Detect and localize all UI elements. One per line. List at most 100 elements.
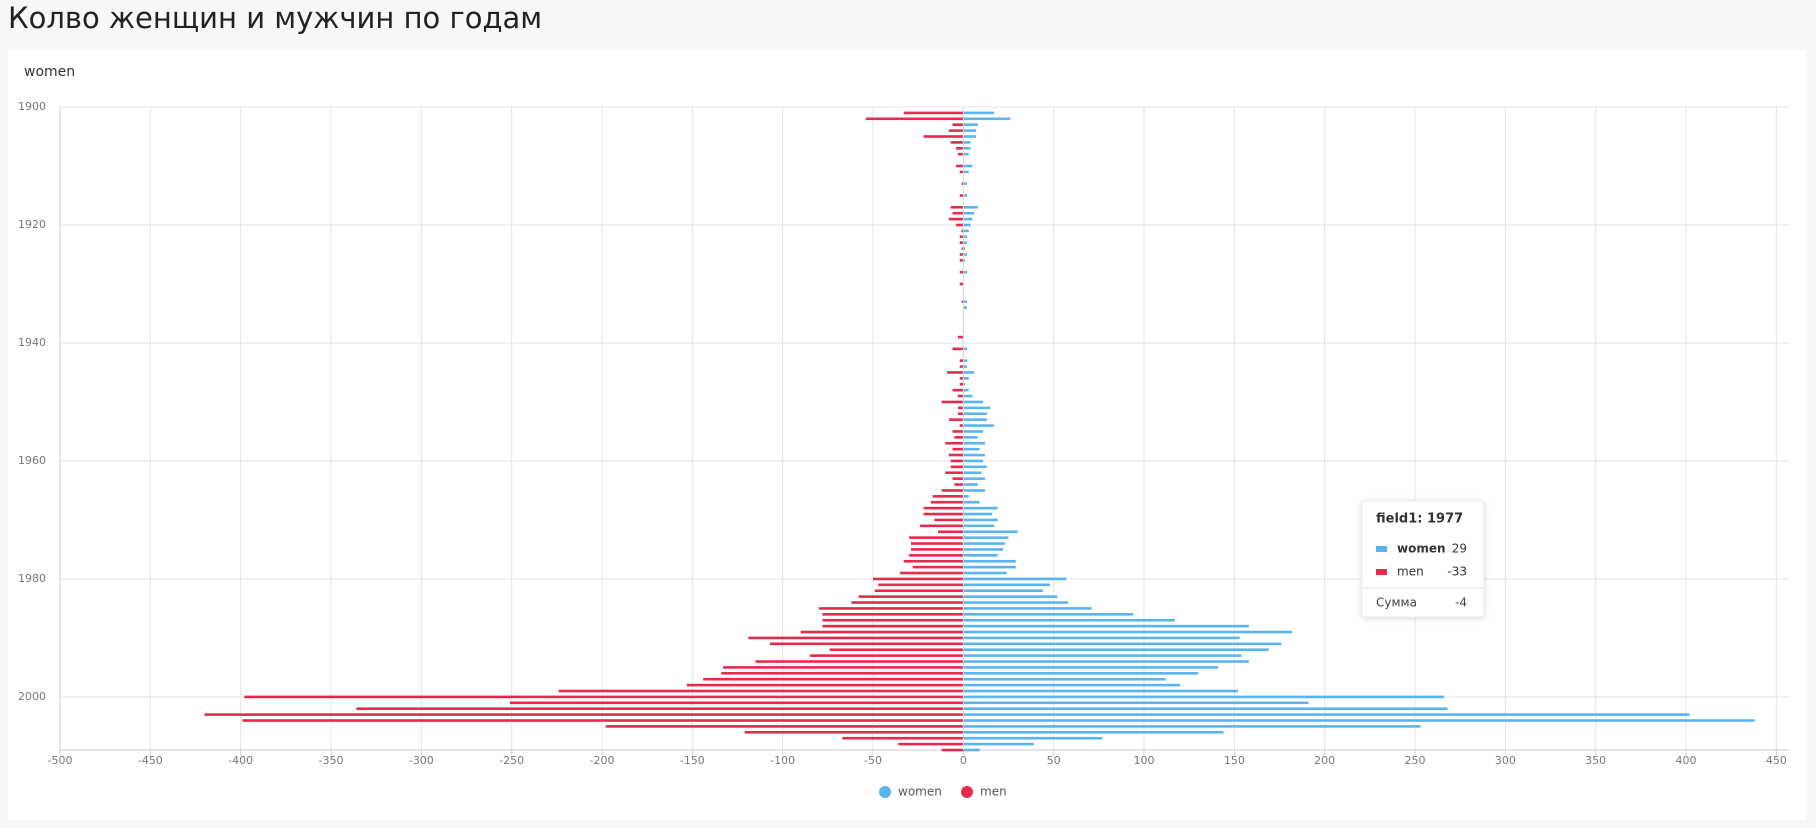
- bar: [900, 571, 964, 575]
- bar: [950, 465, 964, 469]
- bar: [959, 282, 964, 286]
- legend-label: women: [898, 785, 942, 799]
- bar: [822, 624, 964, 628]
- bar: [963, 365, 967, 368]
- bar: [963, 571, 1007, 575]
- bar: [952, 447, 964, 451]
- bar: [934, 518, 964, 522]
- bar: [865, 117, 964, 121]
- bar: [963, 406, 991, 410]
- y-tick-label: 1940: [18, 336, 46, 349]
- bar: [961, 182, 964, 185]
- legend-marker: [961, 786, 973, 798]
- bar: [963, 259, 966, 262]
- bar: [818, 607, 964, 610]
- bar: [963, 453, 986, 457]
- bar: [947, 371, 964, 374]
- bar: [963, 359, 967, 362]
- bar: [842, 736, 964, 740]
- bar: [963, 194, 967, 197]
- y-tick-label: 1960: [18, 454, 46, 467]
- bar: [963, 518, 998, 522]
- bar: [858, 595, 964, 598]
- bar: [356, 707, 964, 711]
- bar: [963, 748, 980, 752]
- bar: [963, 500, 980, 504]
- bar: [963, 123, 978, 126]
- bar: [748, 636, 964, 640]
- x-tick-label: -300: [409, 754, 434, 767]
- bar: [903, 111, 964, 115]
- bar: [755, 660, 964, 663]
- bar: [963, 412, 987, 416]
- bar: [963, 677, 1166, 681]
- bar: [963, 542, 1005, 545]
- bar: [963, 577, 1067, 581]
- tooltip-value: -33: [1447, 565, 1467, 579]
- bar: [963, 595, 1058, 598]
- bar: [963, 253, 967, 256]
- bar: [963, 707, 1448, 711]
- bar: [963, 471, 982, 475]
- bar: [909, 554, 964, 557]
- bar: [923, 512, 964, 516]
- bar: [923, 506, 964, 510]
- bar: [963, 630, 1293, 634]
- bar: [963, 129, 976, 132]
- bar: [963, 377, 969, 380]
- bar: [963, 583, 1051, 587]
- bar: [558, 689, 964, 693]
- bar: [963, 441, 986, 445]
- bar: [800, 630, 964, 634]
- bar: [963, 223, 971, 227]
- bar: [963, 713, 1690, 716]
- bar: [963, 701, 1309, 705]
- x-tick-label: -150: [680, 754, 705, 767]
- bar: [963, 400, 984, 404]
- bar: [963, 618, 1175, 622]
- bar: [945, 471, 964, 475]
- bar: [956, 223, 964, 227]
- x-tick-label: 350: [1585, 754, 1606, 767]
- bar: [963, 300, 967, 303]
- bar: [954, 436, 964, 439]
- bar: [941, 400, 964, 404]
- bar: [963, 436, 978, 439]
- bar: [963, 512, 993, 516]
- bar: [963, 477, 986, 480]
- x-tick-label: 0: [960, 754, 967, 767]
- bar: [963, 666, 1219, 669]
- bar: [878, 583, 964, 587]
- bar: [963, 382, 966, 386]
- bar: [952, 388, 964, 392]
- x-tick-label: -250: [499, 754, 524, 767]
- y-tick-label: 1900: [18, 100, 46, 113]
- bar: [963, 306, 967, 309]
- bar: [963, 613, 1134, 616]
- bar: [963, 559, 1016, 563]
- bar: [963, 229, 969, 233]
- tooltip-series-name: women: [1397, 542, 1446, 556]
- bar: [963, 565, 1016, 569]
- tooltip-swatch: [1376, 546, 1387, 552]
- bar: [963, 548, 1004, 551]
- bar: [723, 666, 964, 669]
- bar: [959, 235, 964, 239]
- bar: [963, 182, 967, 185]
- bar: [963, 530, 1018, 534]
- tooltip-swatch: [1376, 569, 1387, 575]
- x-tick-label: 250: [1405, 754, 1426, 767]
- bar: [952, 430, 964, 433]
- bar: [961, 300, 964, 303]
- tooltip-value: 29: [1452, 542, 1467, 556]
- bar: [963, 589, 1043, 593]
- bar: [963, 695, 1444, 699]
- bar: [963, 247, 966, 250]
- bar: [957, 412, 964, 416]
- bar: [963, 654, 1242, 657]
- bar: [509, 701, 964, 705]
- x-tick-label: 200: [1314, 754, 1335, 767]
- bar: [959, 377, 964, 380]
- bar: [963, 235, 967, 239]
